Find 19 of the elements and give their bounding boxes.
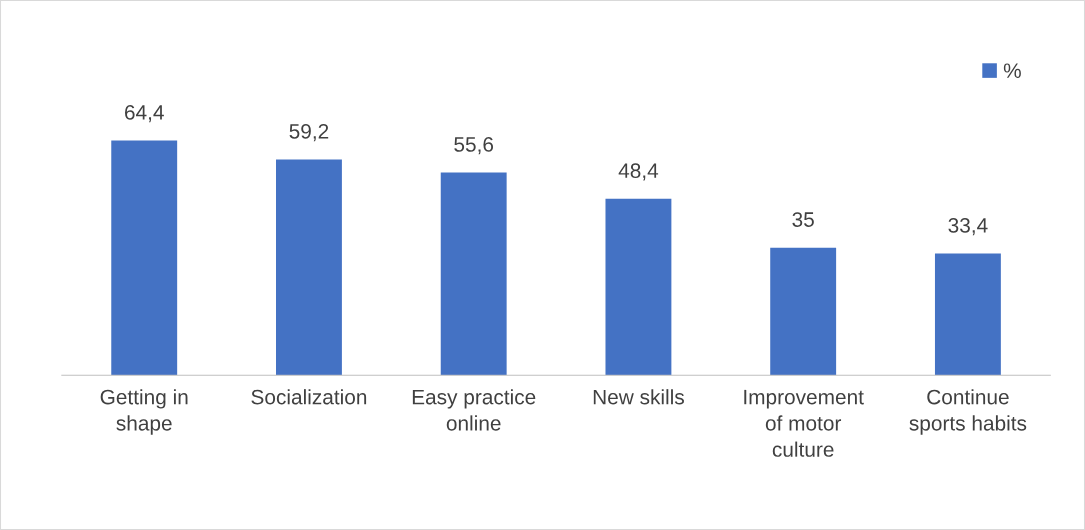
data-label: 64,4 bbox=[125, 104, 164, 123]
x-tick-label: Continue sports habits bbox=[909, 389, 1027, 435]
x-tick-label: Easy practice online bbox=[412, 389, 536, 431]
x-tick-label: New skills bbox=[593, 389, 684, 405]
data-label: 35 bbox=[792, 212, 814, 227]
data-label: 48,4 bbox=[618, 163, 659, 181]
data-label: 59,2 bbox=[289, 123, 329, 142]
legend-label: % bbox=[1003, 63, 1021, 78]
x-tick-label: Socialization bbox=[251, 389, 367, 405]
data-label: 33,4 bbox=[948, 217, 988, 236]
bar bbox=[276, 159, 342, 376]
bar bbox=[111, 140, 178, 376]
data-label: 55,6 bbox=[454, 137, 494, 155]
x-tick-label: Improvement of motor culture bbox=[744, 389, 864, 457]
x-tick-label: Getting in shape bbox=[100, 389, 188, 435]
bar bbox=[934, 253, 1001, 376]
bar bbox=[440, 172, 507, 376]
bar bbox=[770, 247, 837, 376]
bar bbox=[605, 198, 672, 376]
